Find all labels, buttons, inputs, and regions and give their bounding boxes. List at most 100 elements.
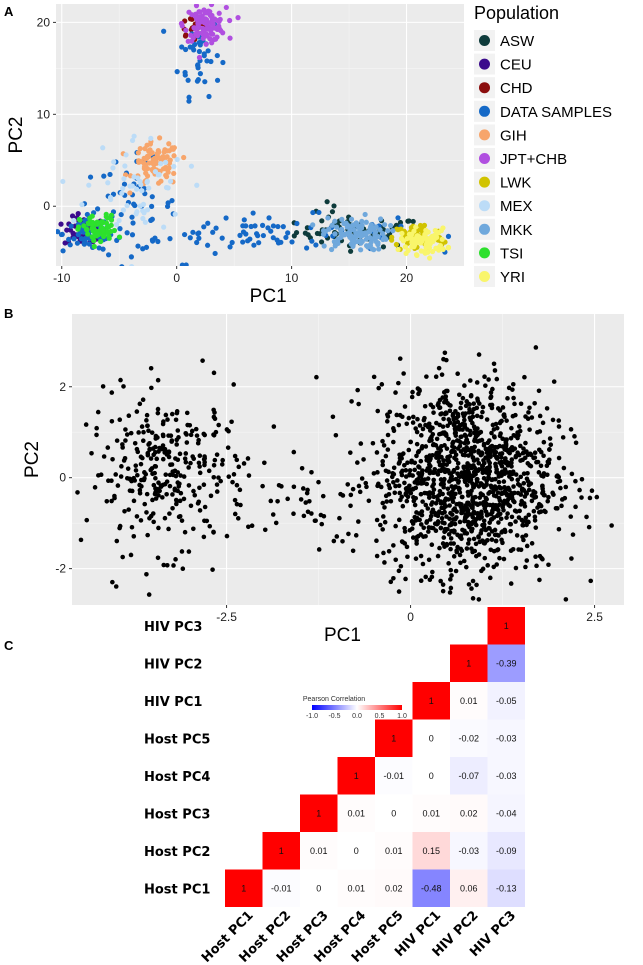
point-b [508,491,514,497]
point-b [421,417,427,423]
point-b [481,443,487,448]
point-data-samples [149,237,156,243]
point-b [498,431,503,436]
point-b [546,494,551,500]
point-b [398,563,404,569]
point-b [180,566,186,571]
point-b [453,484,458,490]
point-b [406,447,412,453]
point-b [540,484,545,489]
point-b [371,471,377,476]
point-b [145,423,150,429]
point-b [487,526,492,531]
point-b [423,574,429,580]
point-b [515,430,520,435]
point-b [160,456,166,462]
point-b [419,433,424,438]
point-b [166,433,171,438]
point-mkk [367,235,373,241]
point-jpt-chb [199,30,205,36]
point-b [410,414,416,420]
point-b [147,447,152,453]
point-b [375,483,380,489]
point-b [211,370,217,376]
point-b [525,470,530,476]
point-b [463,503,469,508]
point-b [556,418,562,423]
point-b [414,477,420,483]
point-data-samples [252,223,258,229]
heatmap-cell [337,794,375,832]
point-b [513,433,519,439]
point-b [417,423,423,428]
point-b [234,457,240,463]
point-b [140,397,146,403]
point-jpt-chb [186,9,192,15]
point-b [441,458,446,463]
point-b [391,543,396,548]
point-b [443,394,449,399]
point-b [115,483,121,488]
point-b [123,438,128,443]
point-b [142,501,148,507]
point-b [521,487,527,493]
point-b [482,499,488,504]
point-b [113,472,119,477]
point-b [183,460,189,465]
point-b [494,562,500,567]
point-b [458,533,464,538]
point-data-samples [118,211,124,218]
point-tsi [99,219,105,225]
point-b [502,484,507,490]
point-mkk [347,234,353,240]
point-b [456,480,461,485]
point-b [440,478,445,484]
point-mkk [388,222,394,229]
point-b [403,492,409,498]
point-b [402,404,408,409]
point-data-samples [204,58,210,64]
point-b [524,519,530,524]
point-b [444,542,450,548]
x-tick-label: 10 [285,271,299,285]
heatmap-cell-label: 0 [316,883,321,893]
point-b [439,443,444,449]
point-b [390,470,395,476]
point-b [144,491,150,497]
point-b [502,488,508,494]
point-gih [166,165,172,171]
point-data-samples [194,78,201,84]
point-b [436,459,442,465]
legend-key-chd [479,82,490,94]
point-b [462,422,467,427]
point-b [493,476,498,482]
point-tsi [91,238,97,244]
x-axis-title: PC1 [324,625,361,646]
point-ceu [58,221,64,227]
point-mex [137,203,143,209]
point-b [150,497,155,503]
point-b [454,549,460,555]
point-b [555,506,560,511]
point-b [94,432,99,438]
point-yri [422,232,428,238]
point-b [457,519,463,525]
point-gih [146,160,152,166]
point-yri [409,240,415,246]
legend-key-jpt-chb [479,153,490,164]
point-mex [133,211,139,217]
point-b [462,478,468,483]
point-b [202,456,208,461]
point-b [361,457,366,462]
point-mex [142,219,148,225]
point-b [462,417,467,423]
point-b [500,436,505,442]
point-gih [181,154,187,161]
point-b [177,481,182,487]
point-b [131,498,137,504]
point-b [160,433,166,439]
heatmap-diagonal-label: 1 [354,771,359,781]
point-b [162,515,168,521]
point-yri [415,239,421,245]
point-b [499,451,505,456]
